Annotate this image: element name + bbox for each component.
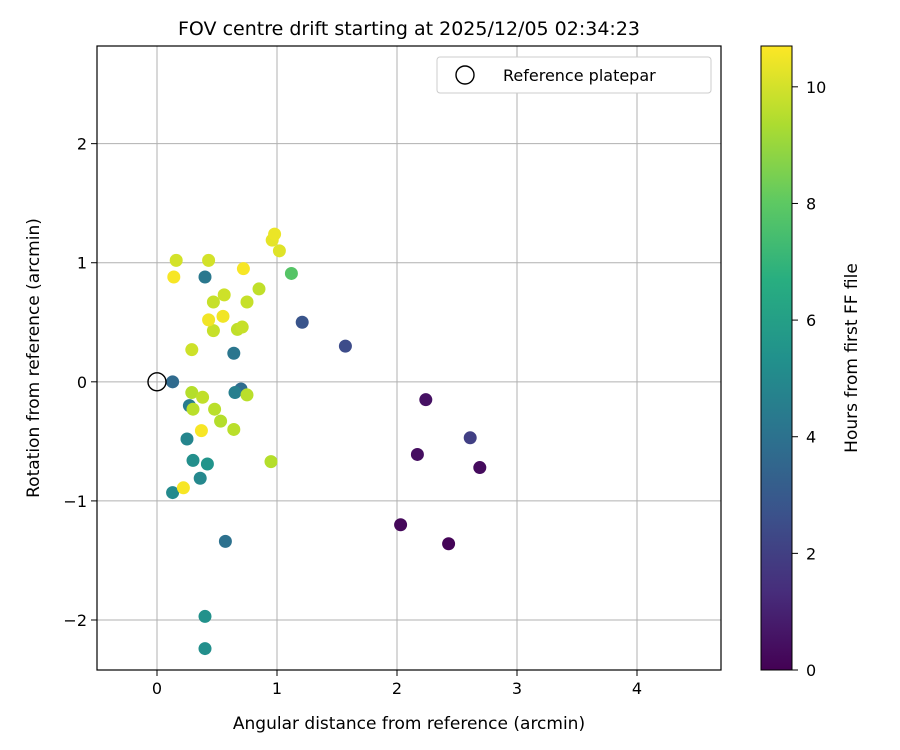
x-tick-label-1: 1 [272, 679, 282, 698]
grid [97, 46, 721, 670]
data-point-48 [194, 424, 208, 438]
y-tick-label-2: 0 [77, 373, 87, 392]
colorbar-ticks: 0 2 4 6 8 10 [792, 78, 826, 680]
data-point-0 [442, 537, 456, 551]
data-point-2 [473, 461, 487, 475]
data-point-44 [167, 270, 181, 284]
y-tick-label-0: −2 [63, 611, 87, 630]
data-point-19 [200, 457, 214, 471]
data-point-15 [180, 432, 194, 446]
data-point-25 [196, 390, 210, 404]
y-axis: −2 −1 0 1 2 [63, 135, 97, 630]
data-point-29 [240, 388, 254, 402]
chart-title: FOV centre drift starting at 2025/12/05 … [178, 18, 640, 40]
data-point-23 [185, 386, 199, 400]
data-point-4 [419, 393, 433, 407]
data-point-1 [394, 518, 408, 532]
legend-box [436, 56, 712, 94]
data-point-27 [214, 414, 228, 428]
data-point-7 [295, 315, 309, 329]
data-point-12 [198, 270, 212, 284]
x-tick-label-4: 4 [632, 679, 642, 698]
legend-reference-icon [455, 65, 475, 85]
data-point-28 [227, 422, 241, 436]
colorbar-tick-label-1: 2 [806, 544, 816, 563]
points-layer [166, 227, 487, 656]
data-point-16 [193, 471, 207, 485]
data-point-39 [169, 253, 183, 267]
y-tick-label-3: 1 [77, 254, 87, 273]
y-axis-label: Rotation from reference (arcmin) [24, 218, 44, 498]
data-point-42 [268, 227, 282, 241]
data-point-36 [217, 288, 231, 302]
data-point-31 [185, 343, 199, 357]
colorbar-label: Hours from first FF file [842, 263, 862, 453]
data-point-6 [338, 339, 352, 353]
colorbar-tick-label-5: 10 [806, 78, 826, 97]
data-point-37 [240, 295, 254, 309]
colorbar-tick-label-2: 4 [806, 428, 816, 447]
plot-frame [96, 45, 722, 671]
legend: Reference platepar [436, 56, 712, 94]
data-point-47 [216, 309, 230, 323]
data-point-21 [198, 642, 212, 656]
data-point-3 [410, 447, 424, 461]
data-point-30 [264, 455, 278, 469]
reference-platepar-marker [147, 372, 167, 392]
y-tick-label-4: 2 [77, 135, 87, 154]
x-axis: 0 1 2 3 4 [152, 670, 642, 698]
data-point-45 [236, 262, 250, 276]
colorbar-tick-label-3: 6 [806, 311, 816, 330]
data-point-10 [218, 534, 232, 548]
data-point-32 [206, 324, 220, 338]
data-point-38 [252, 282, 266, 296]
data-point-34 [235, 320, 249, 334]
data-point-43 [272, 244, 286, 258]
data-point-46 [202, 313, 216, 327]
colorbar-tick-label-4: 8 [806, 194, 816, 213]
data-point-24 [186, 402, 200, 416]
data-point-8 [166, 375, 180, 389]
data-point-20 [198, 609, 212, 623]
legend-entry-reference: Reference platepar [503, 66, 656, 85]
data-point-18 [186, 453, 200, 467]
colorbar: 0 2 4 6 8 10 Hours from first FF file [760, 45, 862, 680]
data-point-17 [166, 486, 180, 500]
data-point-35 [206, 295, 220, 309]
x-tick-label-3: 3 [512, 679, 522, 698]
data-point-5 [463, 431, 477, 445]
colorbar-gradient [760, 45, 793, 671]
data-point-22 [284, 266, 298, 280]
x-axis-label: Angular distance from reference (arcmin) [233, 714, 585, 734]
data-point-49 [176, 481, 190, 495]
y-tick-label-1: −1 [63, 492, 87, 511]
data-point-26 [208, 402, 222, 416]
x-tick-label-2: 2 [392, 679, 402, 698]
x-tick-label-0: 0 [152, 679, 162, 698]
data-point-40 [202, 253, 216, 267]
data-point-11 [227, 346, 241, 360]
colorbar-tick-label-0: 0 [806, 661, 816, 680]
data-point-14 [228, 386, 242, 400]
